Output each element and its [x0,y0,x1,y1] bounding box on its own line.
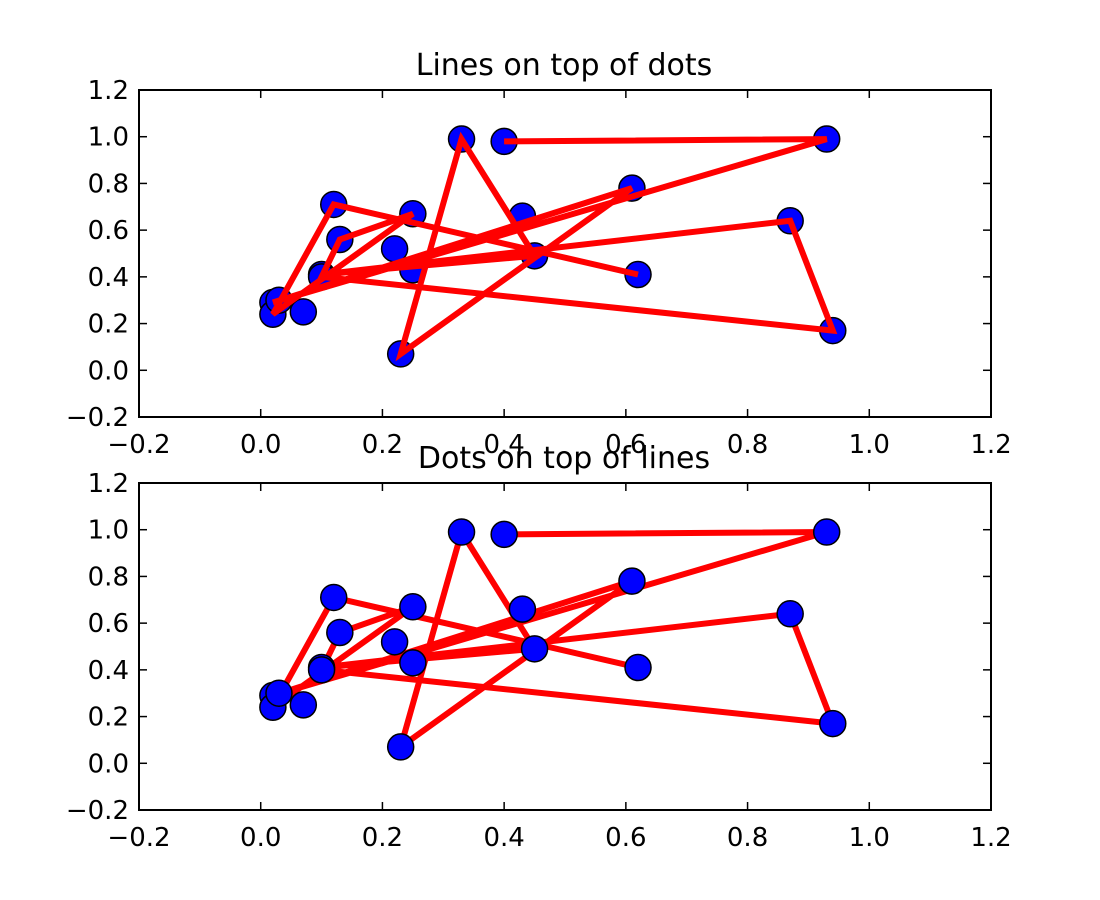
data-point [307,656,336,684]
y-tick-label: 1.2 [88,469,129,499]
series-line [270,131,838,362]
panel-lines-on-top: −0.2 0.0 0.2 0.4 0.6 0.8 1.0 1.2 −0.2 0.0 0.2 0.4 0.… [66,48,1012,460]
data-point [289,691,318,719]
x-tick-label: 1.2 [970,823,1011,853]
y-tick-label: 0.2 [88,703,129,733]
y-tick-label: 1.2 [88,76,129,106]
data-point [265,679,293,707]
y-tick-label: 0.4 [88,263,129,293]
x-tick-label: 0.8 [727,430,768,460]
x-tick-label: 0.0 [240,430,281,460]
x-tick-label: 0.4 [483,430,524,460]
y-tick-label: 1.0 [88,516,129,546]
data-point [520,635,549,663]
y-tick-label: −0.2 [66,403,129,433]
data-point [326,618,354,647]
x-tick-label: 0.4 [483,823,524,853]
x-tick-label: 0.8 [727,823,768,853]
x-tick-label: −0.2 [107,823,170,853]
data-point [624,653,652,682]
y-tick-label: 0.0 [88,356,129,386]
data-point [399,649,427,677]
plot-area [138,89,992,418]
data-point [319,583,348,612]
x-tick-label: −0.2 [107,430,170,460]
panel-dots-on-top: −0.2 0.0 0.2 0.4 0.6 0.8 1.0 1.2 −0.2 0.0 0.2 0.4 0.… [66,441,1012,853]
data-point [289,298,318,326]
y-tick-label: −0.2 [66,796,129,826]
y-tick-label: 0.0 [88,749,129,779]
data-point [380,628,409,656]
x-tick-label: 1.0 [849,430,890,460]
data-point [819,709,847,738]
data-point [812,518,841,546]
panel-title: Lines on top of dots [416,48,713,83]
data-point [399,593,427,621]
data-point [508,595,537,623]
data-point [776,600,804,628]
y-tick-label: 0.6 [88,609,129,639]
series-line [270,524,838,755]
x-tick-label: 0.6 [605,430,646,460]
x-tick-label: 1.2 [970,430,1011,460]
y-tick-label: 0.2 [88,310,129,340]
x-tick-label: 0.2 [362,430,403,460]
y-tick-label: 0.8 [88,562,129,592]
x-tick-label: 0.2 [362,823,403,853]
y-tick-label: 0.4 [88,656,129,686]
data-point [490,520,518,549]
y-tick-label: 1.0 [88,123,129,153]
y-tick-label: 0.8 [88,169,129,199]
x-tick-label: 0.0 [240,823,281,853]
data-point [386,733,415,761]
panel-title: Dots on top of lines [418,441,710,476]
plot-area [138,482,992,811]
data-point [447,518,476,546]
data-point [618,567,646,595]
x-tick-label: 0.6 [605,823,646,853]
y-tick-label: 0.6 [88,216,129,246]
x-tick-label: 1.0 [849,823,890,853]
